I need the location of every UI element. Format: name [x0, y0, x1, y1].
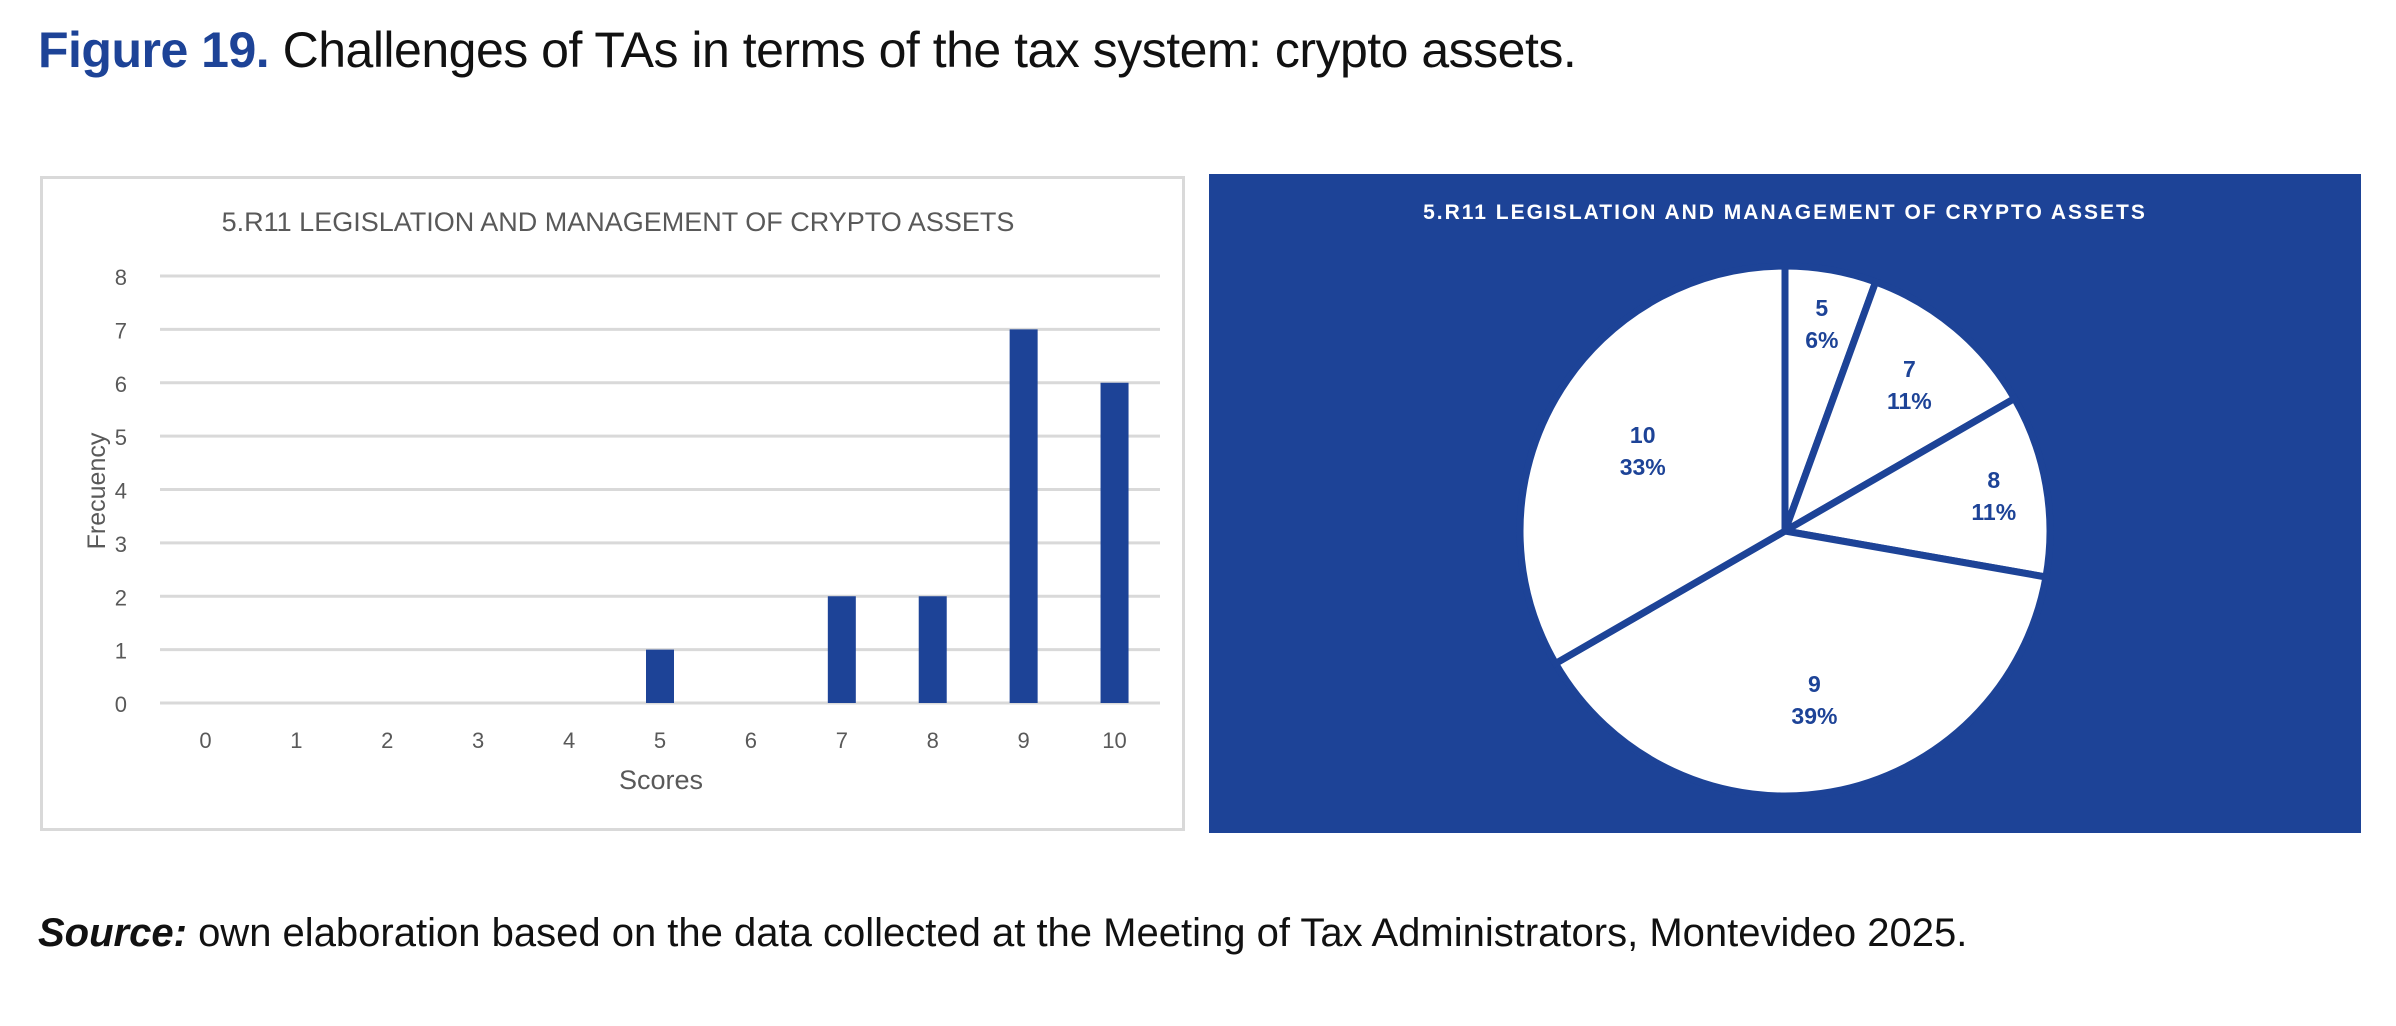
x-tick-label: 8 [927, 728, 939, 753]
pie-chart-panel: 5.R11 LEGISLATION AND MANAGEMENT OF CRYP… [1209, 174, 2361, 833]
y-tick-label: 0 [115, 692, 127, 717]
pie-label-category: 5 [1815, 295, 1828, 321]
bar-chart-x-axis-label: Scores [619, 765, 703, 795]
bar-chart-y-ticks: 0 1 2 3 4 5 6 7 8 [115, 265, 127, 717]
x-tick-label: 9 [1018, 728, 1030, 753]
pie-label-category: 10 [1630, 422, 1656, 448]
bar-score-7 [827, 596, 856, 703]
y-tick-label: 3 [115, 532, 127, 557]
pie-chart-title: 5.R11 LEGISLATION AND MANAGEMENT OF CRYP… [1423, 201, 2147, 224]
bar-score-5 [646, 649, 674, 703]
y-tick-label: 2 [115, 585, 127, 610]
y-tick-label: 4 [115, 479, 127, 504]
pie-label-category: 9 [1808, 671, 1821, 697]
x-tick-label: 7 [836, 728, 848, 753]
x-tick-label: 2 [381, 728, 393, 753]
bar-score-10 [1100, 382, 1129, 703]
x-tick-label: 6 [745, 728, 757, 753]
y-tick-label: 8 [115, 265, 127, 290]
pie-label-percent: 11% [1971, 499, 2016, 525]
pie-label-category: 7 [1903, 356, 1916, 382]
pie-slice-score-9 [1550, 527, 2051, 800]
figure-number: Figure 19. [38, 22, 270, 78]
pie-chart: 5.R11 LEGISLATION AND MANAGEMENT OF CRYP… [1423, 201, 2147, 800]
source-note: Source: own elaboration based on the dat… [38, 905, 1967, 961]
y-tick-label: 7 [115, 318, 127, 343]
bar-chart-x-ticks: 0 1 2 3 4 5 6 7 8 9 10 [199, 728, 1126, 753]
x-tick-label: 3 [472, 728, 484, 753]
x-tick-label: 1 [290, 728, 302, 753]
bar-chart: 5.R11 LEGISLATION AND MANAGEMENT OF CRYP… [83, 207, 1160, 795]
pie-slice-score-10 [1516, 262, 1789, 669]
bar-score-8 [918, 596, 947, 703]
bar-chart-bars [646, 329, 1129, 703]
bar-chart-panel: 5.R11 LEGISLATION AND MANAGEMENT OF CRYP… [40, 176, 1185, 831]
pie-label-percent: 33% [1620, 454, 1666, 480]
pie-label-category: 8 [1987, 467, 2000, 493]
bar-chart-gridlines [160, 274, 1160, 705]
pie-chart-labels: 5 6% 7 11% 8 11% 9 39% 10 33% [1620, 295, 2016, 729]
x-tick-label: 4 [563, 728, 575, 753]
bar-chart-y-axis-label: Frecuency [83, 432, 111, 549]
y-tick-label: 5 [115, 425, 127, 450]
figure-title-text: Challenges of TAs in terms of the tax sy… [282, 22, 1577, 78]
figure-title: Figure 19. Challenges of TAs in terms of… [38, 20, 1577, 80]
x-tick-label: 0 [199, 728, 211, 753]
pie-label-percent: 6% [1805, 327, 1838, 353]
pie-slice-score-7 [1778, 277, 2020, 539]
source-text: own elaboration based on the data collec… [198, 911, 1968, 955]
x-tick-label: 10 [1102, 728, 1126, 753]
y-tick-label: 6 [115, 372, 127, 397]
x-tick-label: 5 [654, 728, 666, 753]
bar-score-9 [1009, 329, 1038, 703]
y-tick-label: 1 [115, 639, 127, 664]
pie-label-percent: 39% [1791, 703, 1837, 729]
pie-slice-score-8 [1774, 393, 2054, 582]
pie-chart-slices [1516, 262, 2054, 800]
bar-chart-title: 5.R11 LEGISLATION AND MANAGEMENT OF CRYP… [222, 207, 1015, 237]
source-label: Source: [38, 911, 187, 955]
pie-label-percent: 11% [1887, 388, 1932, 414]
